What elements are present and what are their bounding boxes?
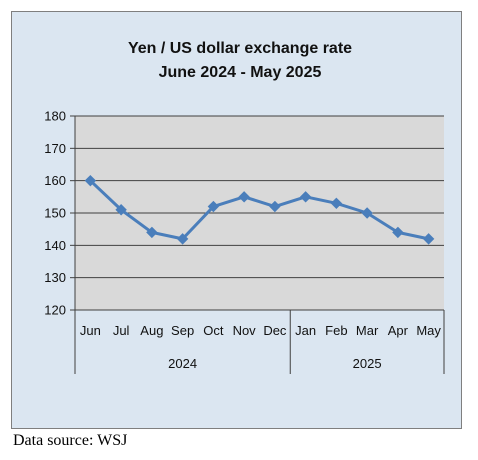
data-source-note: Data source: WSJ: [13, 432, 128, 449]
data-point-oct: [207, 200, 220, 213]
y-tick-label: 180: [44, 109, 66, 124]
plot-area: 120 130 140 150 160 170 180 Jun Jul Aug Sep Oct Nov D…: [44, 109, 445, 374]
x-tick-label: Nov: [233, 323, 257, 338]
y-tick-label: 140: [44, 238, 66, 253]
data-point-sep: [176, 233, 189, 245]
x-tick-label: Jul: [113, 323, 130, 338]
data-point-jan: [299, 191, 312, 203]
x-tick-label: Dec: [263, 323, 287, 338]
data-point-may: [422, 233, 435, 245]
data-point-apr: [392, 226, 404, 239]
group-label-2025: 2025: [353, 356, 382, 371]
chart-frame: Yen / US dollar exchange rate June 2024 …: [11, 11, 462, 429]
chart-svg: Yen / US dollar exchange rate June 2024 …: [44, 40, 445, 374]
data-point-mar: [361, 207, 373, 219]
y-tick-label: 130: [44, 270, 66, 285]
data-point-nov: [238, 191, 250, 203]
x-tick-label: Sep: [171, 323, 194, 338]
x-tick-label: May: [416, 323, 441, 338]
series-line: [89, 179, 429, 241]
data-point-jul: [115, 204, 127, 216]
y-tick-label: 160: [44, 173, 66, 188]
x-tick-label: Jun: [80, 323, 101, 338]
chart-title-line-2: June 2024 - May 2025: [159, 64, 322, 81]
x-tick-label: Oct: [203, 323, 224, 338]
x-tick-label: Aug: [140, 323, 163, 338]
y-tick-label: 120: [44, 303, 66, 318]
data-point-jun: [84, 174, 97, 187]
x-tick-label: Jan: [295, 323, 316, 338]
data-point-dec: [269, 200, 281, 213]
x-tick-label: Feb: [325, 323, 347, 338]
data-point-feb: [330, 197, 343, 210]
y-tick-label: 150: [44, 206, 66, 221]
data-point-aug: [146, 226, 158, 239]
group-label-2024: 2024: [168, 356, 197, 371]
y-tick-label: 170: [44, 141, 66, 156]
x-tick-label: Apr: [388, 323, 409, 338]
chart-title-line-1: Yen / US dollar exchange rate: [128, 40, 352, 57]
x-tick-label: Mar: [356, 323, 379, 338]
